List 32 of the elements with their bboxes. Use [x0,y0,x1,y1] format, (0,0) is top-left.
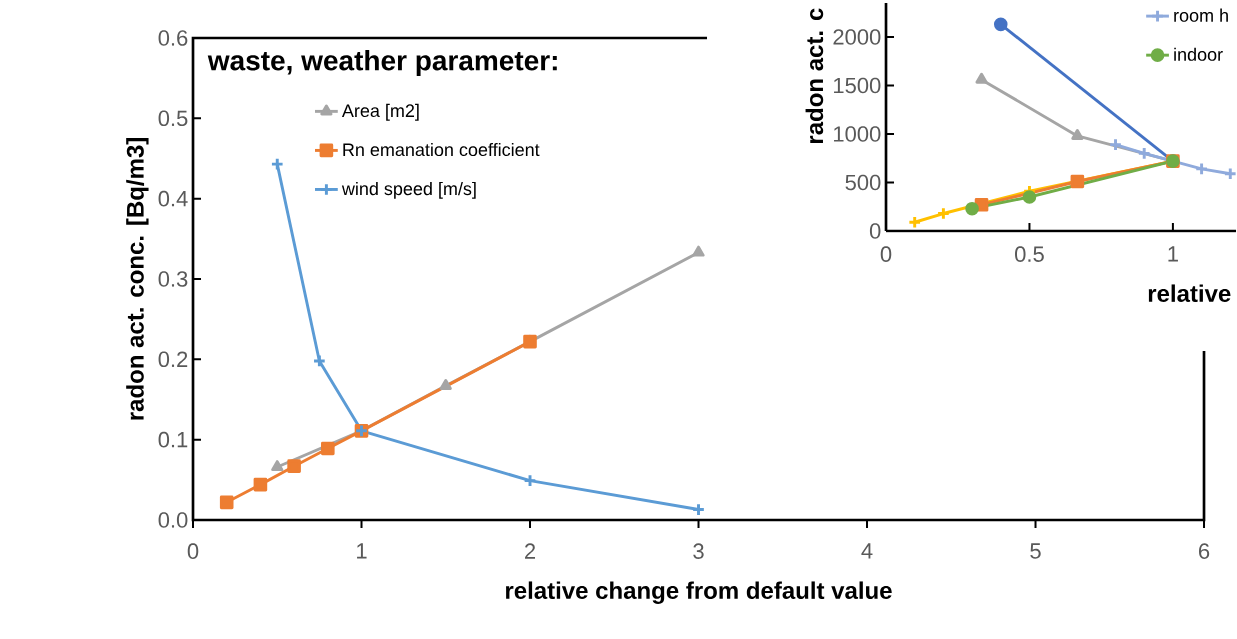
x-tick-label: 0 [880,246,892,262]
x-tick-label: 0.5 [1015,246,1044,262]
y-tick-label: 0.0 [158,512,188,528]
y-tick-label: 0.6 [158,30,188,46]
x-tick-label: 6 [1199,543,1210,559]
y-tick-label: 0 [869,223,881,239]
x-tick-label: 2 [525,543,536,559]
legend-label: room h [1174,8,1228,22]
y-tick-label: 0.2 [158,351,188,368]
x-axis-title: relative change from default value [506,581,892,604]
y-tick-label: 2000 [833,29,881,45]
x-tick-label: 0 [187,543,199,559]
x-tick-label: 5 [1030,543,1041,559]
legend-label: Rn emanation coefficient [343,142,540,157]
legend-label: indoor [1174,47,1223,61]
y-tick-label: 0.5 [158,110,188,127]
y-axis-title: radon act. conc. [Bq/m3] [126,138,149,420]
y-tick-label: 0.4 [158,190,188,207]
x-tick-label: 1 [357,543,367,559]
y-tick-label: 0.1 [158,431,188,448]
legend-label: wind speed [m/s] [341,181,476,199]
y-tick-label: 500 [845,174,881,191]
x-axis-title: relative [1148,284,1231,303]
y-axis-title: radon act. c [805,8,824,144]
x-tick-label: 4 [861,543,873,559]
y-tick-label: 1000 [834,126,881,142]
x-tick-label: 1 [1168,246,1178,262]
y-tick-label: 0.3 [158,271,188,287]
x-tick-label: 3 [693,543,704,559]
y-tick-label: 1500 [834,77,881,94]
legend-label: Area [m2] [341,103,419,121]
legend-title: waste, weather parameter: [207,49,557,77]
